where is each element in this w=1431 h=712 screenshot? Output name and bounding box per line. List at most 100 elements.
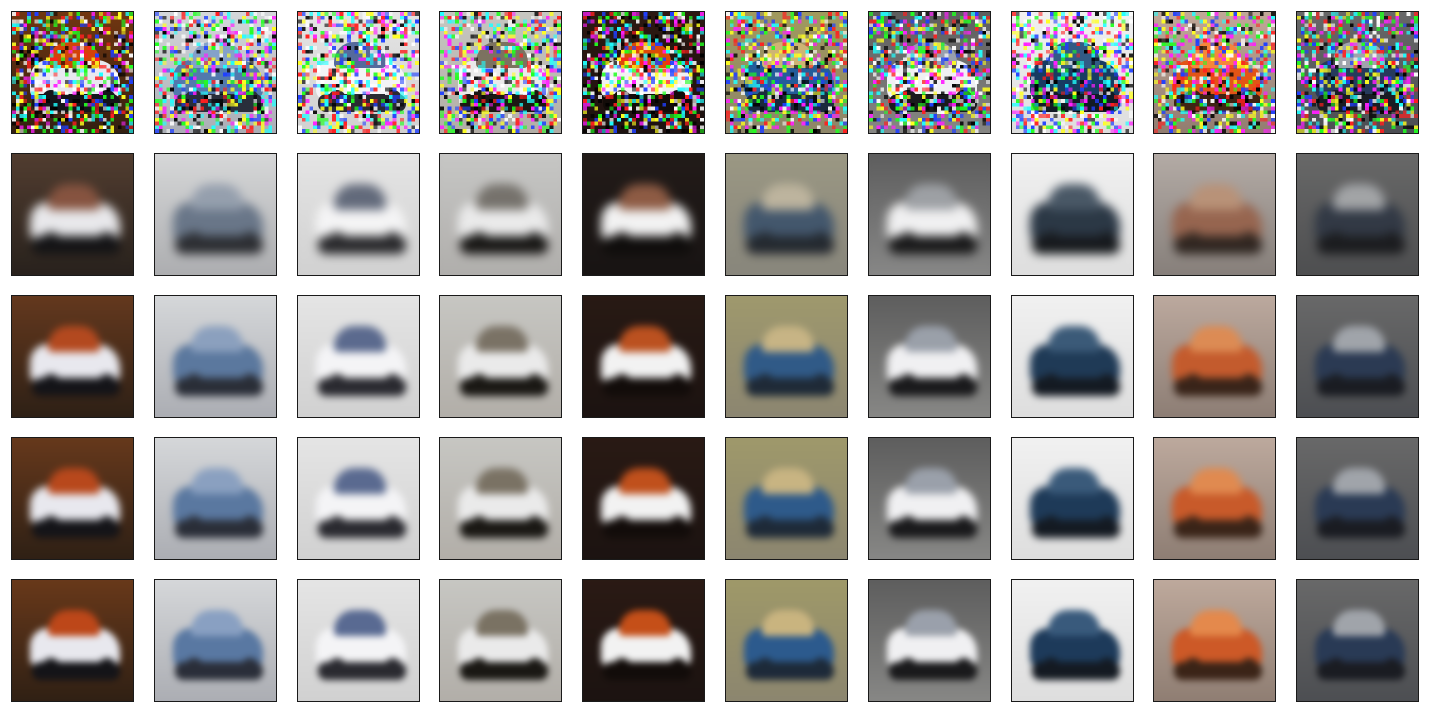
image-content <box>12 580 133 701</box>
image-tile <box>582 11 705 134</box>
subject-wheel <box>756 658 774 676</box>
subject-wheel <box>1383 232 1401 250</box>
subject-wheel <box>241 516 259 534</box>
image-tile <box>725 153 848 276</box>
image-content <box>726 296 847 417</box>
image-tile <box>11 437 134 560</box>
image-content <box>583 296 704 417</box>
subject-roof <box>905 184 957 210</box>
subject-wheel <box>1184 374 1202 392</box>
subject-wheel <box>756 516 774 534</box>
subject-wheel <box>1240 516 1258 534</box>
subject-wheel <box>899 658 917 676</box>
image-content <box>1012 580 1133 701</box>
noise-overlay <box>155 12 276 133</box>
subject-wheel <box>98 658 116 676</box>
subject-wheel <box>812 658 830 676</box>
image-tile <box>868 11 991 134</box>
subject-roof <box>48 468 100 494</box>
image-content <box>1012 438 1133 559</box>
subject-roof <box>48 184 100 210</box>
subject-roof <box>762 468 814 494</box>
subject-roof <box>619 468 671 494</box>
image-content <box>583 154 704 275</box>
image-tile <box>297 153 420 276</box>
subject-wheel <box>241 658 259 676</box>
image-tile <box>297 437 420 560</box>
image-tile <box>439 295 562 418</box>
subject-wheel <box>384 374 402 392</box>
image-tile <box>868 579 991 702</box>
subject-roof <box>762 610 814 636</box>
subject-roof <box>619 610 671 636</box>
subject-roof <box>1048 184 1100 210</box>
subject-roof <box>476 610 528 636</box>
subject-wheel <box>955 374 973 392</box>
subject-wheel <box>185 374 203 392</box>
subject-roof <box>476 184 528 210</box>
image-tile <box>154 295 277 418</box>
subject-wheel <box>1042 516 1060 534</box>
subject-roof <box>1333 468 1385 494</box>
image-tile <box>439 437 562 560</box>
image-tile <box>725 579 848 702</box>
subject-roof <box>1333 326 1385 352</box>
subject-roof <box>1048 610 1100 636</box>
subject-wheel <box>185 658 203 676</box>
subject-wheel <box>756 374 774 392</box>
subject-wheel <box>756 232 774 250</box>
noise-overlay <box>1012 12 1133 133</box>
subject-roof <box>619 326 671 352</box>
image-content <box>1297 154 1418 275</box>
subject-wheel <box>669 374 687 392</box>
image-content <box>1297 296 1418 417</box>
image-content <box>1154 296 1275 417</box>
subject-wheel <box>42 232 60 250</box>
image-content <box>12 296 133 417</box>
image-tile <box>582 579 705 702</box>
subject-wheel <box>669 658 687 676</box>
noise-overlay <box>1297 12 1418 133</box>
subject-wheel <box>328 374 346 392</box>
image-tile <box>297 11 420 134</box>
subject-wheel <box>241 374 259 392</box>
subject-wheel <box>42 516 60 534</box>
subject-wheel <box>185 232 203 250</box>
image-content <box>1297 438 1418 559</box>
subject-wheel <box>98 232 116 250</box>
image-content <box>155 580 276 701</box>
subject-wheel <box>98 516 116 534</box>
image-content <box>869 580 990 701</box>
image-content <box>298 154 419 275</box>
image-tile <box>1011 295 1134 418</box>
subject-wheel <box>470 516 488 534</box>
subject-wheel <box>185 516 203 534</box>
image-content <box>440 438 561 559</box>
subject-wheel <box>42 374 60 392</box>
image-tile <box>439 11 562 134</box>
subject-roof <box>1048 468 1100 494</box>
subject-wheel <box>812 516 830 534</box>
image-tile <box>11 11 134 134</box>
image-content <box>869 154 990 275</box>
image-tile <box>297 295 420 418</box>
image-content <box>155 438 276 559</box>
image-tile <box>582 153 705 276</box>
subject-wheel <box>384 658 402 676</box>
subject-roof <box>619 184 671 210</box>
image-content <box>583 580 704 701</box>
image-tile <box>1296 153 1419 276</box>
image-tile <box>582 437 705 560</box>
image-content <box>869 438 990 559</box>
subject-roof <box>1190 184 1242 210</box>
subject-wheel <box>613 232 631 250</box>
subject-wheel <box>899 516 917 534</box>
subject-wheel <box>470 232 488 250</box>
subject-wheel <box>1327 516 1345 534</box>
image-tile <box>1011 437 1134 560</box>
subject-wheel <box>526 516 544 534</box>
subject-wheel <box>1327 374 1345 392</box>
image-content <box>1012 296 1133 417</box>
image-tile <box>1296 579 1419 702</box>
image-content <box>726 154 847 275</box>
